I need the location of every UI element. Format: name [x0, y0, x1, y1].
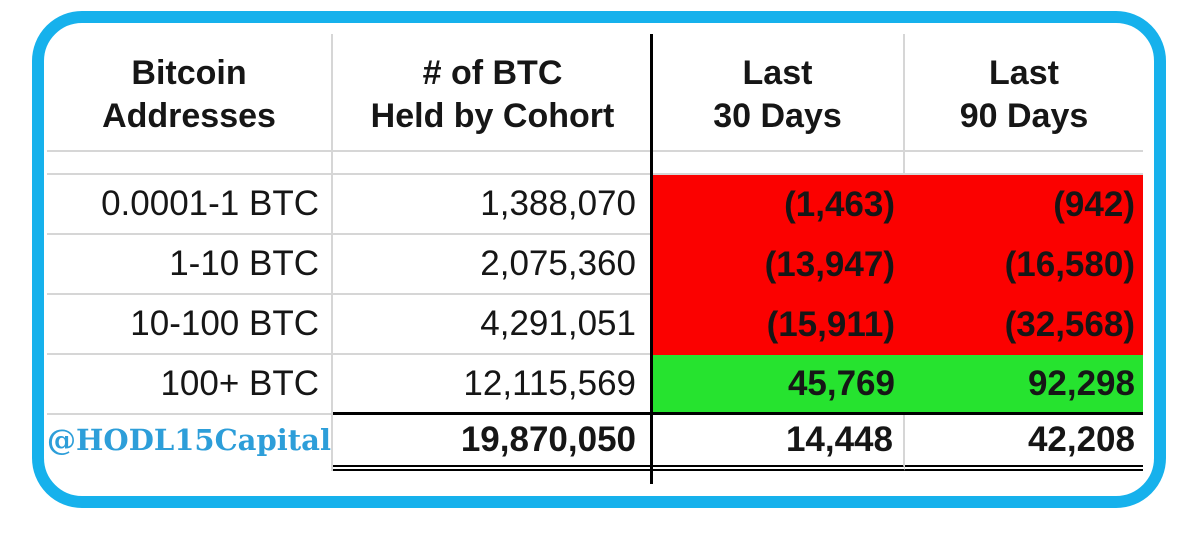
table-card: Bitcoin Addresses # of BTC Held by Cohor…	[32, 11, 1166, 508]
header-line: 90 Days	[959, 96, 1089, 135]
header-line: Last	[742, 53, 813, 92]
change-30d-value: 45,769	[652, 355, 905, 415]
spacer-cell	[47, 152, 333, 175]
credit-handle: @HODL15Capital	[47, 415, 333, 471]
cohort-table: Bitcoin Addresses # of BTC Held by Cohor…	[47, 34, 1154, 484]
change-30d-value: (15,911)	[652, 295, 905, 355]
header-bitcoin-addresses: Bitcoin Addresses	[47, 34, 333, 152]
header-line: Addresses	[102, 96, 276, 135]
spacer-cell	[333, 152, 652, 175]
change-90d-value: (32,568)	[905, 295, 1143, 355]
total-30d-value: 14,448	[652, 415, 905, 471]
change-90d-value: 92,298	[905, 355, 1143, 415]
header-line: # of BTC	[422, 53, 563, 92]
btc-held-value: 4,291,051	[333, 295, 652, 355]
btc-held-value: 2,075,360	[333, 235, 652, 295]
header-line: Last	[989, 53, 1059, 92]
header-last-90-days: Last 90 Days	[905, 34, 1143, 152]
cohort-label: 1-10 BTC	[47, 235, 333, 295]
column-divider	[650, 34, 653, 484]
header-line: 30 Days	[713, 96, 842, 135]
btc-held-value: 12,115,569	[333, 355, 652, 415]
change-30d-value: (1,463)	[652, 175, 905, 235]
total-btc-held: 19,870,050	[333, 415, 652, 471]
change-90d-value: (942)	[905, 175, 1143, 235]
spacer-cell	[905, 152, 1143, 175]
btc-held-value: 1,388,070	[333, 175, 652, 235]
cohort-label: 10-100 BTC	[47, 295, 333, 355]
header-btc-held: # of BTC Held by Cohort	[333, 34, 652, 152]
header-line: Bitcoin	[131, 53, 247, 92]
cohort-label: 0.0001-1 BTC	[47, 175, 333, 235]
header-line: Held by Cohort	[370, 96, 615, 135]
header-last-30-days: Last 30 Days	[652, 34, 905, 152]
spacer-cell	[652, 152, 905, 175]
change-90d-value: (16,580)	[905, 235, 1143, 295]
cohort-label: 100+ BTC	[47, 355, 333, 415]
total-90d-value: 42,208	[905, 415, 1143, 471]
change-30d-value: (13,947)	[652, 235, 905, 295]
